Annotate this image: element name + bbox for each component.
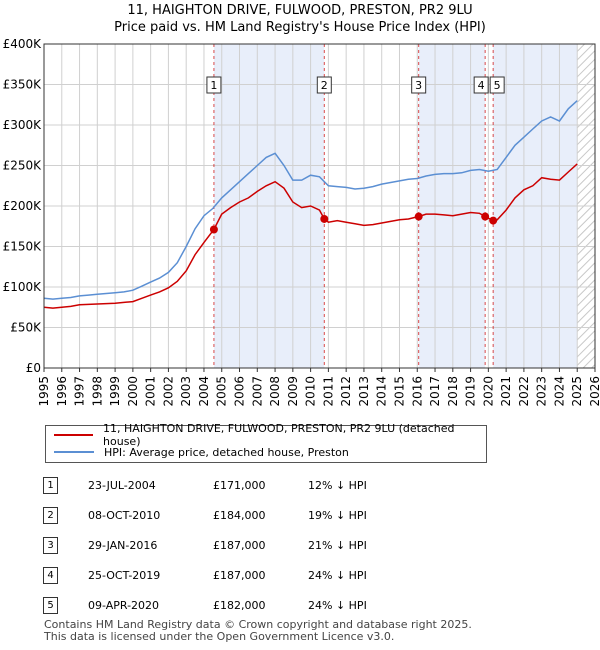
transaction-marker-label: 3 — [415, 79, 422, 92]
x-tick-label: 2026 — [588, 376, 600, 407]
legend-label-hpi: HPI: Average price, detached house, Pres… — [104, 445, 349, 459]
hpi-line — [43, 100, 578, 300]
y-tick-label: £400K — [3, 37, 43, 51]
x-tick-label: 2025 — [570, 376, 584, 407]
legend-item-hpi: HPI: Average price, detached house, Pres… — [54, 444, 349, 460]
transaction-number: 5 — [43, 596, 58, 614]
transaction-marker-label: 1 — [210, 79, 217, 92]
transaction-date: 09-APR-2020 — [88, 598, 160, 612]
x-tick-label: 2000 — [126, 376, 140, 407]
table-row: 5 09-APR-2020 £182,000 24% ↓ HPI — [43, 590, 367, 620]
table-row: 2 08-OCT-2010 £184,000 19% ↓ HPI — [43, 500, 367, 530]
transaction-point — [489, 216, 498, 225]
table-row: 4 25-OCT-2019 £187,000 24% ↓ HPI — [43, 560, 367, 590]
transaction-point — [209, 225, 218, 234]
y-tick-label: £350K — [3, 78, 43, 92]
x-tick-label: 2001 — [144, 376, 158, 407]
transaction-date: 25-OCT-2019 — [88, 568, 161, 582]
transaction-delta: 24% ↓ HPI — [308, 598, 367, 612]
table-row: 3 29-JAN-2016 £187,000 21% ↓ HPI — [43, 530, 367, 560]
x-tick-label: 2010 — [304, 376, 318, 407]
chart-title: 11, HAIGHTON DRIVE, FULWOOD, PRESTON, PR… — [127, 3, 473, 18]
legend: 11, HAIGHTON DRIVE, FULWOOD, PRESTON, PR… — [45, 422, 487, 463]
x-tick-label: 2020 — [481, 376, 495, 407]
y-tick-label: £200K — [3, 199, 43, 213]
legend-item-price-paid: 11, HAIGHTON DRIVE, FULWOOD, PRESTON, PR… — [54, 422, 486, 448]
x-tick-label: 2011 — [321, 376, 335, 407]
transaction-date: 08-OCT-2010 — [88, 508, 161, 522]
transactions-table: 1 23-JUL-2004 £171,000 12% ↓ HPI 2 08-OC… — [43, 470, 367, 620]
chart-subtitle: Price paid vs. HM Land Registry's House … — [114, 20, 486, 35]
transaction-point — [481, 212, 490, 221]
transaction-date: 23-JUL-2004 — [88, 478, 156, 492]
x-tick-label: 2002 — [161, 376, 175, 407]
x-tick-label: 2007 — [250, 376, 264, 407]
transaction-price: £182,000 — [213, 598, 266, 612]
transaction-delta: 21% ↓ HPI — [308, 538, 367, 552]
transaction-delta: 19% ↓ HPI — [308, 508, 367, 522]
transaction-marker-label: 5 — [494, 79, 501, 92]
x-tick-label: 2015 — [392, 376, 406, 407]
transaction-marker-box — [206, 76, 222, 94]
x-tick-label: 2019 — [464, 376, 478, 407]
transaction-price: £171,000 — [213, 478, 266, 492]
transaction-point — [320, 214, 329, 223]
footer-copyright: Contains HM Land Registry data © Crown c… — [44, 618, 472, 631]
legend-label-price-paid: 11, HAIGHTON DRIVE, FULWOOD, PRESTON, PR… — [103, 422, 455, 448]
x-tick-label: 2003 — [179, 376, 193, 407]
transaction-price: £184,000 — [213, 508, 266, 522]
transaction-delta: 24% ↓ HPI — [308, 568, 367, 582]
x-tick-label: 2018 — [446, 376, 460, 407]
transaction-number: 1 — [43, 476, 58, 494]
x-tick-label: 1998 — [90, 376, 104, 407]
x-tick-label: 2004 — [197, 376, 211, 407]
x-tick-label: 2005 — [215, 376, 229, 407]
transaction-marker-box — [489, 76, 505, 94]
y-tick-label: £100K — [3, 280, 43, 294]
y-tick-label: £150K — [3, 240, 43, 254]
x-tick-label: 1999 — [108, 376, 122, 407]
x-tick-label: 1996 — [55, 376, 69, 407]
x-tick-label: 2014 — [375, 376, 389, 407]
transaction-number: 3 — [43, 536, 58, 554]
transaction-point — [414, 212, 423, 221]
transaction-marker-label: 2 — [321, 79, 328, 92]
transaction-number: 4 — [43, 566, 58, 584]
x-tick-label: 2016 — [410, 376, 424, 407]
price-chart: £0 £50K £100K £150K £200K £250K £300K £350K £400… — [3, 37, 600, 407]
y-tick-label: £0 — [26, 361, 41, 375]
x-tick-label: 2006 — [233, 376, 247, 407]
transaction-price: £187,000 — [213, 538, 266, 552]
y-tick-label: £300K — [3, 118, 43, 132]
y-tick-label: £250K — [3, 159, 43, 173]
x-tick-label: 1997 — [73, 376, 87, 407]
y-tick-label: £50K — [10, 321, 42, 335]
x-tick-label: 1995 — [37, 376, 51, 407]
legend-swatch-hpi — [54, 451, 94, 453]
x-tick-label: 2013 — [357, 376, 371, 407]
x-tick-label: 2022 — [517, 376, 531, 407]
footer-licence: This data is licensed under the Open Gov… — [44, 630, 395, 643]
transaction-marker-box — [473, 76, 489, 94]
transaction-marker-label: 4 — [478, 79, 485, 92]
transaction-marker-box — [411, 76, 427, 94]
table-row: 1 23-JUL-2004 £171,000 12% ↓ HPI — [43, 470, 367, 500]
x-tick-label: 2012 — [339, 376, 353, 407]
transaction-number: 2 — [43, 506, 58, 524]
x-tick-label: 2017 — [428, 376, 442, 407]
x-tick-label: 2023 — [535, 376, 549, 407]
footer: Contains HM Land Registry data © Crown c… — [44, 619, 472, 643]
transaction-delta: 12% ↓ HPI — [308, 478, 367, 492]
x-tick-label: 2021 — [499, 376, 513, 407]
transaction-marker-box — [316, 76, 332, 94]
transaction-price: £187,000 — [213, 568, 266, 582]
x-tick-label: 2009 — [286, 376, 300, 407]
plot-border — [43, 43, 596, 369]
x-tick-label: 2024 — [552, 376, 566, 407]
legend-swatch-price-paid — [54, 434, 94, 436]
x-tick-label: 2008 — [268, 376, 282, 407]
transaction-date: 29-JAN-2016 — [88, 538, 158, 552]
